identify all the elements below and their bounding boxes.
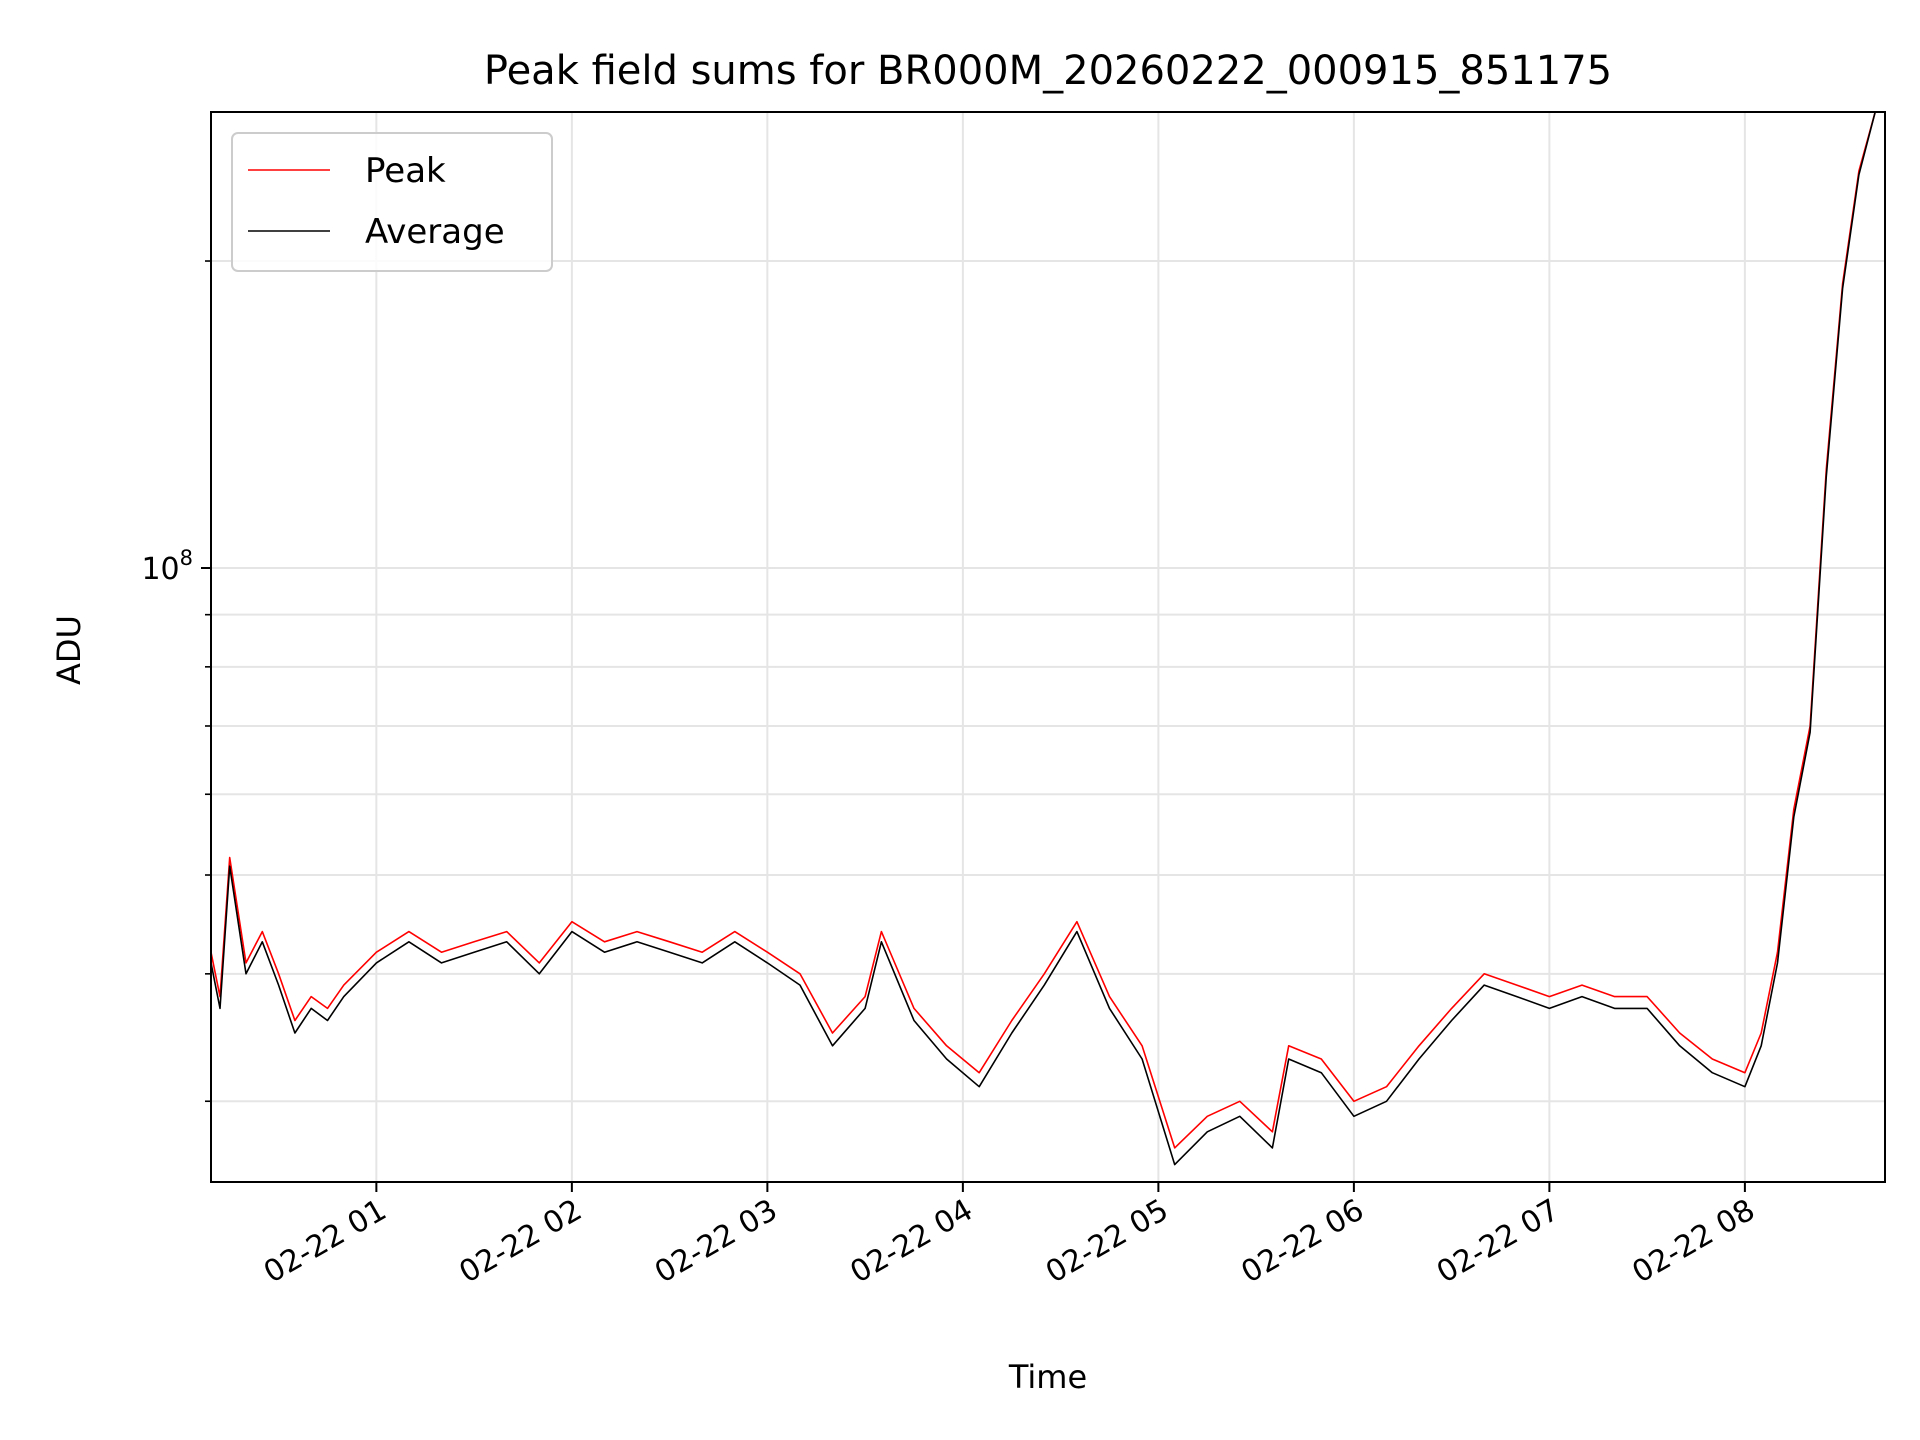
series-line-peak xyxy=(210,111,1876,1149)
series-layer xyxy=(210,111,1876,1166)
legend-label-average: Average xyxy=(365,212,505,252)
y-axis-label: ADU xyxy=(50,615,88,685)
legend: Peak Average xyxy=(231,132,553,272)
y-axis: 108 xyxy=(141,260,211,1103)
plot-frame xyxy=(210,111,1886,1183)
legend-label-peak: Peak xyxy=(365,151,446,191)
grid xyxy=(211,112,1885,1182)
x-axis-label: Time xyxy=(1008,1358,1087,1396)
series-line-average xyxy=(210,111,1876,1166)
chart-title: Peak field sums for BR000M_20260222_0009… xyxy=(484,48,1612,94)
legend-box xyxy=(231,132,553,272)
y-tick-label: 108 xyxy=(141,546,193,587)
